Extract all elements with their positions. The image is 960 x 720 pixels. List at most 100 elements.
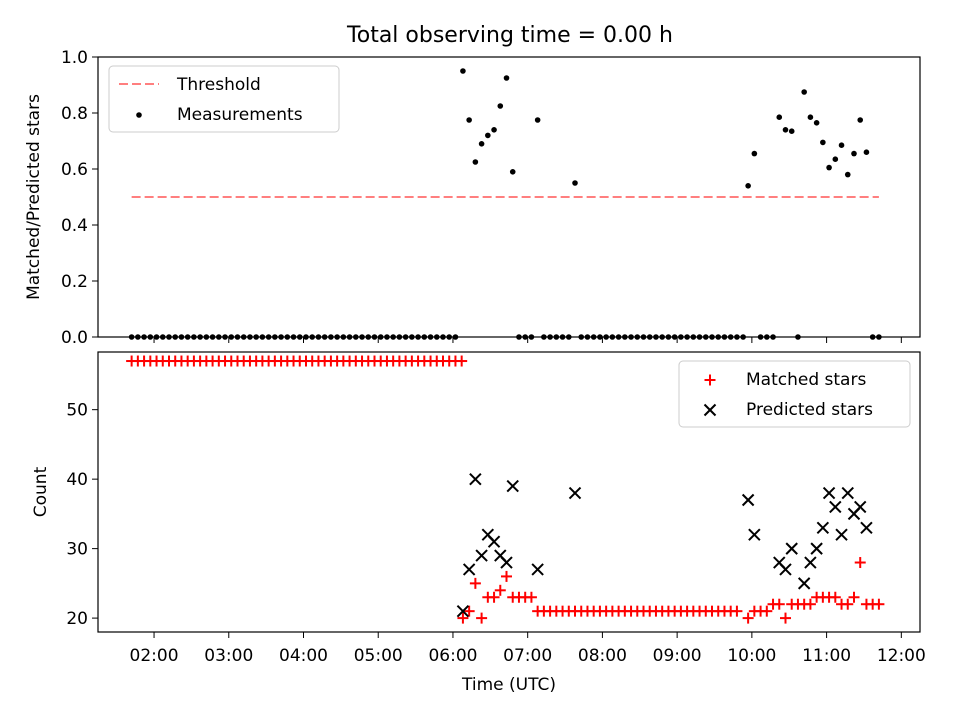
- predicted-star-point-b: [741, 493, 755, 507]
- predicted-star-point: [785, 542, 798, 555]
- measurement-point: [478, 141, 485, 147]
- measurement-point: [820, 139, 826, 146]
- measurement-point: [534, 117, 541, 123]
- bottom-ytick-label: 30: [66, 540, 88, 560]
- bottom-xtick-label: 08:00: [578, 646, 627, 666]
- matched-star-point: [457, 612, 469, 624]
- predicted-star-point-b: [841, 486, 854, 500]
- predicted-star-point: [854, 500, 867, 514]
- measurement-point: [813, 120, 820, 126]
- bottom-ytick-label: 50: [66, 401, 88, 421]
- measurement-point: [472, 159, 479, 165]
- predicted-star-point: [860, 521, 873, 534]
- predicted-star-point-b: [456, 604, 470, 618]
- predicted-star-point: [797, 577, 811, 590]
- measurements-legend-swatch: [136, 112, 142, 118]
- measurement-point: [851, 150, 857, 157]
- measurement-point: [863, 149, 870, 155]
- matched-star-point: [463, 605, 475, 617]
- predicted-star-point-b: [822, 486, 836, 500]
- matched-star-point: [773, 598, 785, 610]
- predicted-star-point: [462, 563, 476, 576]
- predicted-star-point-b: [475, 549, 488, 562]
- predicted-star-point-b: [810, 542, 823, 555]
- measurement-point: [466, 117, 472, 123]
- matched-star-point: [742, 612, 754, 624]
- measurement-point: [491, 127, 497, 133]
- top-ytick-label: 0.2: [61, 272, 88, 292]
- predicted-star-point: [841, 486, 854, 500]
- matched-star-point: [501, 570, 513, 582]
- matched-star-point: [873, 598, 885, 610]
- measurements-legend-label: Measurements: [177, 105, 303, 125]
- top-legend: Threshold Measurements: [108, 65, 340, 133]
- matched-star-point: [488, 591, 500, 603]
- matched-star-point: [848, 591, 860, 603]
- matched-legend-swatch: [704, 374, 716, 386]
- bottom-xtick-label: 04:00: [279, 646, 328, 666]
- bottom-ylabel: Count: [31, 466, 51, 517]
- matched-legend-label: Matched stars: [746, 370, 866, 390]
- predicted-star-point: [748, 528, 761, 541]
- top-axes-frame: [97, 56, 921, 338]
- bottom-xlabel: Time (UTC): [461, 675, 556, 695]
- predicted-star-point: [779, 563, 792, 576]
- predicted-star-point: [500, 556, 513, 569]
- predicted-star-point-b: [773, 556, 786, 569]
- predicted-star-point: [469, 472, 482, 486]
- predicted-star-point-b: [568, 486, 582, 500]
- measurement-point: [826, 164, 832, 171]
- predicted-star-point: [816, 521, 830, 534]
- bottom-legend: Matched stars Predicted stars: [678, 360, 911, 428]
- top-ytick-label: 0.6: [61, 160, 88, 180]
- matched-star-point: [469, 577, 481, 589]
- predicted-star-point-b: [500, 556, 513, 569]
- measurement-point: [832, 156, 839, 162]
- measurement-point: [572, 180, 578, 186]
- predicted-star-point-b: [785, 542, 798, 555]
- predicted-star-point-b: [860, 521, 873, 534]
- matched-star-point: [829, 591, 841, 603]
- predicted-star-point: [531, 563, 544, 576]
- bottom-ytick-label: 20: [66, 609, 88, 629]
- measurement-point: [838, 142, 845, 148]
- predicted-star-point-b: [481, 528, 495, 541]
- measurement-point: [751, 150, 758, 157]
- bottom-xtick-label: 12:00: [877, 646, 926, 666]
- predicted-star-point-b: [469, 472, 482, 486]
- bottom-xtick-label: 02:00: [130, 646, 179, 666]
- bottom-panel: 20 30 40 50 02:00 03:00 04:00 05:00 06:00 07:00 08…: [31, 351, 926, 695]
- predicted-star-point-b: [462, 563, 476, 576]
- bottom-xtick-label: 03:00: [204, 646, 253, 666]
- predicted-star-point-b: [494, 549, 507, 562]
- measurement-point: [857, 117, 864, 123]
- top-ytick-label: 0.8: [61, 104, 88, 124]
- predicted-star-point: [810, 542, 823, 555]
- measurement-point: [485, 132, 491, 139]
- measurement-point: [801, 89, 807, 95]
- predicted-star-point: [741, 493, 755, 507]
- matched-star-point: [804, 598, 816, 610]
- predicted-star-point: [804, 556, 817, 569]
- matched-star-point: [779, 612, 791, 624]
- predicted-star-point-b: [779, 563, 792, 576]
- bottom-xtick-label: 06:00: [428, 646, 477, 666]
- measurement-point: [807, 114, 814, 120]
- matched-star-point: [456, 355, 468, 367]
- predicted-star-point: [568, 486, 582, 500]
- predicted-star-point: [506, 479, 519, 493]
- predicted-star-point-b: [829, 500, 842, 514]
- predicted-star-point: [487, 535, 501, 548]
- predicted-star-point-b: [835, 528, 848, 541]
- top-ylabel: Matched/Predicted stars: [24, 94, 44, 300]
- matched-star-point: [854, 557, 866, 569]
- measurement-point: [497, 103, 504, 109]
- bottom-xtick-label: 10:00: [727, 646, 776, 666]
- predicted-star-point-b: [797, 577, 811, 590]
- predicted-legend-swatch-b: [703, 403, 717, 417]
- bottom-ytick-label: 40: [66, 470, 88, 490]
- top-ytick-label: 0.4: [61, 216, 88, 236]
- predicted-star-point: [475, 549, 488, 562]
- bottom-legend-box: [678, 360, 911, 428]
